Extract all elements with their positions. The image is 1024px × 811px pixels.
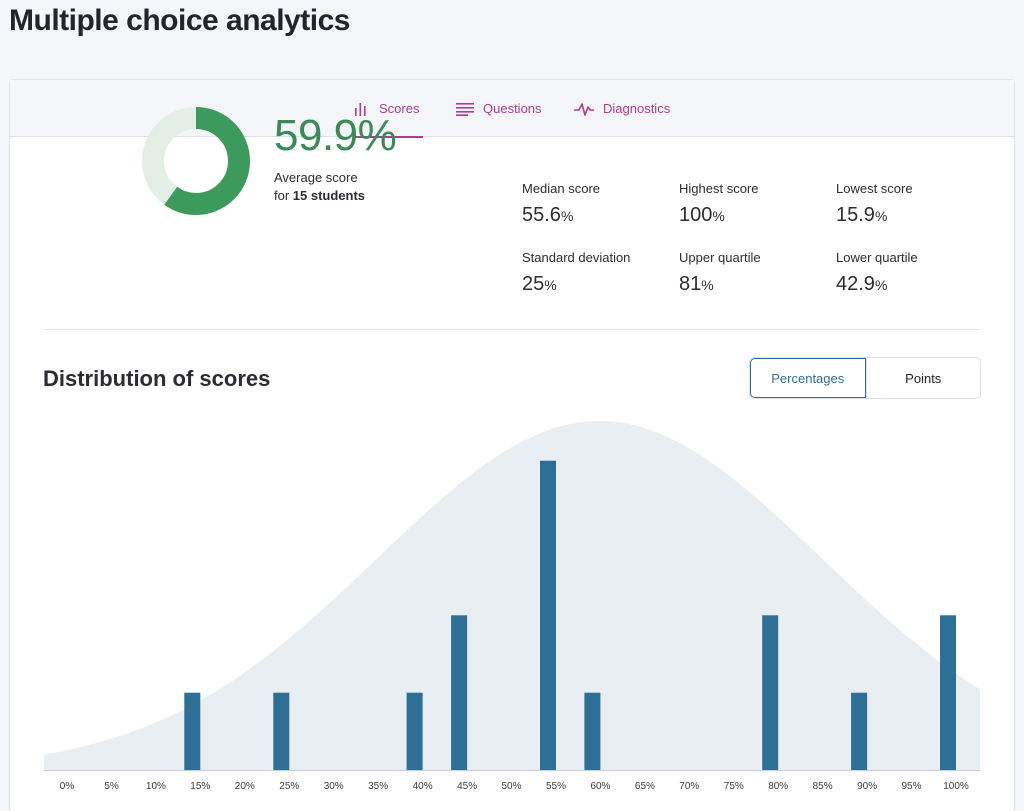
bar-100pct[interactable] — [940, 615, 956, 770]
x-tick-label: 20% — [235, 781, 255, 792]
stat-unit: % — [701, 277, 714, 293]
bar-chart-icon — [355, 102, 366, 116]
tab-diagnostics[interactable]: Diagnostics — [574, 80, 670, 137]
stat-value: 42.9% — [836, 273, 918, 296]
stat-median: Median score 55.6% — [522, 181, 600, 227]
normal-curve-area — [44, 421, 980, 770]
x-tick-label: 25% — [279, 781, 299, 792]
stat-value: 25% — [522, 273, 630, 296]
stat-value: 55.6% — [522, 204, 600, 227]
x-tick-label: 60% — [590, 781, 610, 792]
bar-60pct[interactable] — [584, 692, 601, 770]
bar-45pct[interactable] — [451, 615, 468, 770]
stat-label: Lowest score — [836, 181, 913, 196]
x-tick-label: 15% — [190, 781, 210, 792]
distribution-chart: 0% 5% 10% 15% 20% 25% 30% 35% 40% 45% 50% 55% 60% 65%… — [44, 421, 980, 792]
student-count: for 15 students — [274, 188, 365, 203]
stat-label: Median score — [522, 181, 601, 196]
students-text: 15 students — [292, 188, 366, 203]
tab-diagnostics-label: Diagnostics — [603, 101, 671, 116]
stat-lower-quartile: Lower quartile 42.9% — [836, 250, 918, 296]
x-tick-label: 10% — [146, 781, 166, 792]
bar-55pct[interactable] — [540, 460, 556, 770]
stat-number: 55.6 — [522, 204, 561, 226]
stat-label: Upper quartile — [679, 250, 761, 265]
average-score-value: 59.9% — [274, 111, 397, 160]
bar-15pct[interactable] — [184, 692, 201, 770]
stat-unit: % — [712, 208, 725, 224]
x-tick-label: 40% — [413, 781, 433, 792]
stat-number: 15.9 — [836, 204, 875, 226]
x-tick-label: 85% — [813, 781, 833, 792]
bar-25pct[interactable] — [273, 692, 290, 770]
points-option[interactable]: Points — [865, 358, 981, 398]
bar-40pct[interactable] — [406, 692, 423, 770]
percentages-option[interactable]: Percentages — [750, 358, 866, 398]
stat-value: 81% — [679, 273, 761, 296]
tab-scores-label: Scores — [379, 101, 420, 116]
for-prefix: for — [274, 188, 290, 203]
stat-label: Lower quartile — [836, 250, 918, 265]
stat-label: Highest score — [679, 181, 759, 196]
x-tick-label: 50% — [501, 781, 521, 792]
stat-unit: % — [874, 277, 888, 293]
average-score-label: Average score — [274, 170, 358, 185]
distribution-title: Distribution of scores — [43, 366, 271, 391]
x-tick-label: 35% — [368, 781, 388, 792]
stat-number: 42.9 — [836, 273, 875, 295]
stat-label: Standard deviation — [522, 250, 631, 265]
stat-unit: % — [560, 208, 574, 224]
stat-unit: % — [874, 208, 888, 224]
stat-value: 15.9% — [836, 204, 913, 227]
tab-scores[interactable]: Scores — [354, 80, 423, 138]
page-title: Multiple choice analytics — [9, 4, 350, 37]
x-tick-label: 30% — [324, 781, 344, 792]
x-tick-label: 55% — [546, 781, 566, 792]
x-tick-label: 0% — [60, 781, 75, 792]
x-tick-label: 70% — [679, 781, 699, 792]
x-tick-label: 65% — [635, 781, 655, 792]
donut-arc — [142, 107, 250, 215]
list-lines-icon — [456, 102, 474, 116]
stat-highest: Highest score 100% — [679, 181, 758, 227]
stat-number: 25 — [522, 273, 545, 295]
bar-80pct[interactable] — [762, 615, 779, 770]
pulse-icon — [574, 102, 594, 116]
x-tick-label: 5% — [104, 781, 119, 792]
stat-number: 81 — [679, 273, 702, 295]
stat-number: 100 — [679, 204, 713, 226]
x-tick-label: 95% — [901, 781, 921, 792]
average-score-donut — [142, 107, 250, 215]
x-tick-label: 90% — [857, 781, 877, 792]
stat-value: 100% — [679, 204, 758, 227]
stat-unit: % — [544, 277, 557, 293]
divider — [43, 329, 981, 330]
bar-90pct[interactable] — [851, 692, 868, 770]
stat-lowest: Lowest score 15.9% — [836, 181, 913, 227]
stat-std-dev: Standard deviation 25% — [522, 250, 630, 296]
x-tick-label: 75% — [724, 781, 744, 792]
tab-questions-label: Questions — [483, 101, 542, 116]
x-tick-label: 45% — [457, 781, 477, 792]
tab-questions[interactable]: Questions — [456, 80, 542, 137]
x-tick-label: 100% — [943, 781, 969, 792]
x-tick-label: 80% — [768, 781, 788, 792]
stat-upper-quartile: Upper quartile 81% — [679, 250, 761, 296]
units-toggle: Percentages Points — [749, 357, 981, 399]
